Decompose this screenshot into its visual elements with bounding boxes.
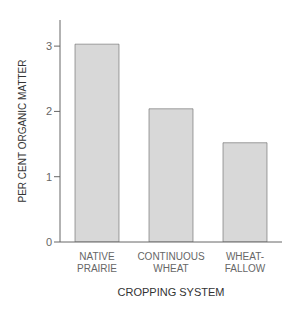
svg-text:NATIVEPRAIRIE: NATIVEPRAIRIE — [77, 251, 117, 274]
svg-text:PER CENT ORGANIC MATTER: PER CENT ORGANIC MATTER — [17, 60, 28, 203]
svg-text:2: 2 — [46, 105, 52, 117]
svg-text:3: 3 — [46, 40, 52, 52]
svg-text:WHEAT-FALLOW: WHEAT-FALLOW — [225, 251, 266, 274]
svg-text:0: 0 — [46, 236, 52, 248]
svg-text:1: 1 — [46, 171, 52, 183]
svg-text:CONTINUOUSWHEAT: CONTINUOUSWHEAT — [137, 251, 205, 274]
svg-text:CROPPING SYSTEM: CROPPING SYSTEM — [118, 286, 225, 298]
